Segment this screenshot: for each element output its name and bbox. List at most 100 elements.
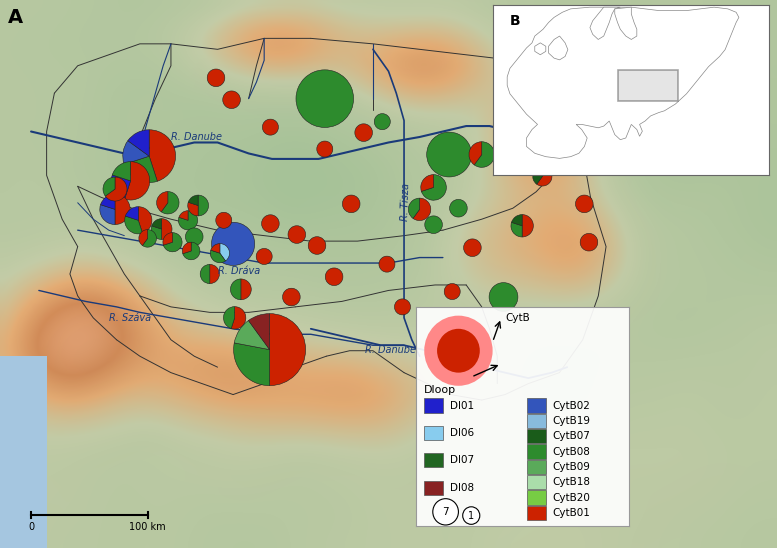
Wedge shape — [216, 212, 232, 229]
Bar — [424, 481, 444, 495]
Wedge shape — [474, 142, 494, 167]
Text: B: B — [510, 14, 521, 28]
Wedge shape — [142, 230, 156, 247]
Wedge shape — [556, 156, 566, 168]
Wedge shape — [123, 141, 149, 164]
Wedge shape — [149, 130, 176, 181]
Wedge shape — [124, 162, 150, 200]
Wedge shape — [556, 156, 575, 175]
Text: Dl07: Dl07 — [450, 455, 474, 465]
Polygon shape — [590, 7, 620, 39]
Wedge shape — [425, 216, 442, 233]
Wedge shape — [537, 167, 552, 186]
Wedge shape — [103, 177, 115, 196]
Wedge shape — [343, 195, 360, 213]
Bar — [527, 414, 546, 428]
Wedge shape — [186, 228, 203, 246]
Wedge shape — [207, 69, 225, 87]
Text: R. Tisza: R. Tisza — [400, 183, 412, 221]
Wedge shape — [409, 198, 420, 219]
Wedge shape — [125, 207, 138, 220]
Wedge shape — [249, 313, 270, 350]
Wedge shape — [262, 215, 279, 232]
Wedge shape — [163, 232, 172, 245]
Wedge shape — [124, 216, 142, 234]
Wedge shape — [163, 232, 182, 252]
Wedge shape — [296, 70, 354, 128]
Text: CytB18: CytB18 — [552, 477, 591, 487]
Circle shape — [437, 329, 480, 373]
Text: 7: 7 — [442, 507, 449, 517]
Text: Dl01: Dl01 — [450, 401, 474, 410]
Bar — [527, 444, 546, 459]
Wedge shape — [421, 175, 434, 191]
Wedge shape — [106, 177, 127, 201]
Text: A: A — [8, 8, 23, 27]
Wedge shape — [270, 313, 305, 386]
Bar — [618, 70, 678, 101]
Wedge shape — [256, 248, 272, 265]
Text: CytB19: CytB19 — [552, 416, 591, 426]
Wedge shape — [444, 283, 460, 300]
Circle shape — [424, 316, 493, 386]
Polygon shape — [535, 43, 545, 55]
Wedge shape — [188, 195, 198, 206]
Wedge shape — [188, 202, 198, 216]
Wedge shape — [234, 321, 270, 350]
Text: R. Dráva: R. Dráva — [218, 266, 260, 276]
Text: Dl06: Dl06 — [450, 428, 474, 438]
Wedge shape — [183, 242, 191, 254]
Wedge shape — [464, 239, 481, 256]
Polygon shape — [507, 7, 739, 158]
Bar — [527, 506, 546, 520]
Text: R. Száva: R. Száva — [109, 312, 151, 323]
Text: 100 km: 100 km — [129, 522, 166, 532]
Wedge shape — [99, 204, 115, 225]
Wedge shape — [224, 307, 235, 328]
Text: Dloop: Dloop — [424, 385, 456, 395]
Wedge shape — [232, 307, 246, 329]
Wedge shape — [100, 194, 115, 209]
Bar — [527, 475, 546, 489]
Text: CytB09: CytB09 — [552, 462, 591, 472]
Wedge shape — [211, 250, 225, 263]
Bar — [527, 398, 546, 413]
Text: R. Danube: R. Danube — [171, 132, 222, 142]
Wedge shape — [283, 288, 300, 306]
Wedge shape — [234, 343, 270, 386]
Wedge shape — [241, 279, 251, 300]
Wedge shape — [223, 91, 240, 109]
Wedge shape — [198, 195, 208, 216]
Polygon shape — [549, 36, 568, 60]
Bar — [424, 453, 444, 467]
Wedge shape — [111, 175, 131, 199]
Text: 0: 0 — [28, 522, 34, 532]
Wedge shape — [317, 141, 333, 157]
Text: CytB08: CytB08 — [552, 447, 591, 456]
Text: CytB02: CytB02 — [552, 401, 591, 410]
Wedge shape — [162, 219, 172, 239]
Wedge shape — [231, 279, 241, 300]
Wedge shape — [210, 264, 219, 284]
Wedge shape — [115, 194, 131, 225]
Bar — [424, 426, 444, 440]
Wedge shape — [511, 215, 522, 226]
Wedge shape — [139, 230, 148, 246]
Wedge shape — [220, 243, 229, 261]
Text: CytB07: CytB07 — [552, 431, 591, 441]
Bar — [424, 398, 444, 413]
Wedge shape — [576, 195, 593, 213]
Wedge shape — [263, 119, 278, 135]
Wedge shape — [450, 199, 467, 217]
Wedge shape — [138, 207, 152, 233]
Wedge shape — [580, 233, 598, 251]
Text: Dl08: Dl08 — [450, 483, 474, 493]
Wedge shape — [375, 113, 390, 130]
Wedge shape — [157, 192, 168, 212]
Bar — [527, 429, 546, 443]
Wedge shape — [152, 226, 162, 239]
Wedge shape — [211, 243, 220, 253]
Wedge shape — [395, 299, 410, 315]
Polygon shape — [615, 7, 637, 39]
Wedge shape — [211, 222, 255, 265]
